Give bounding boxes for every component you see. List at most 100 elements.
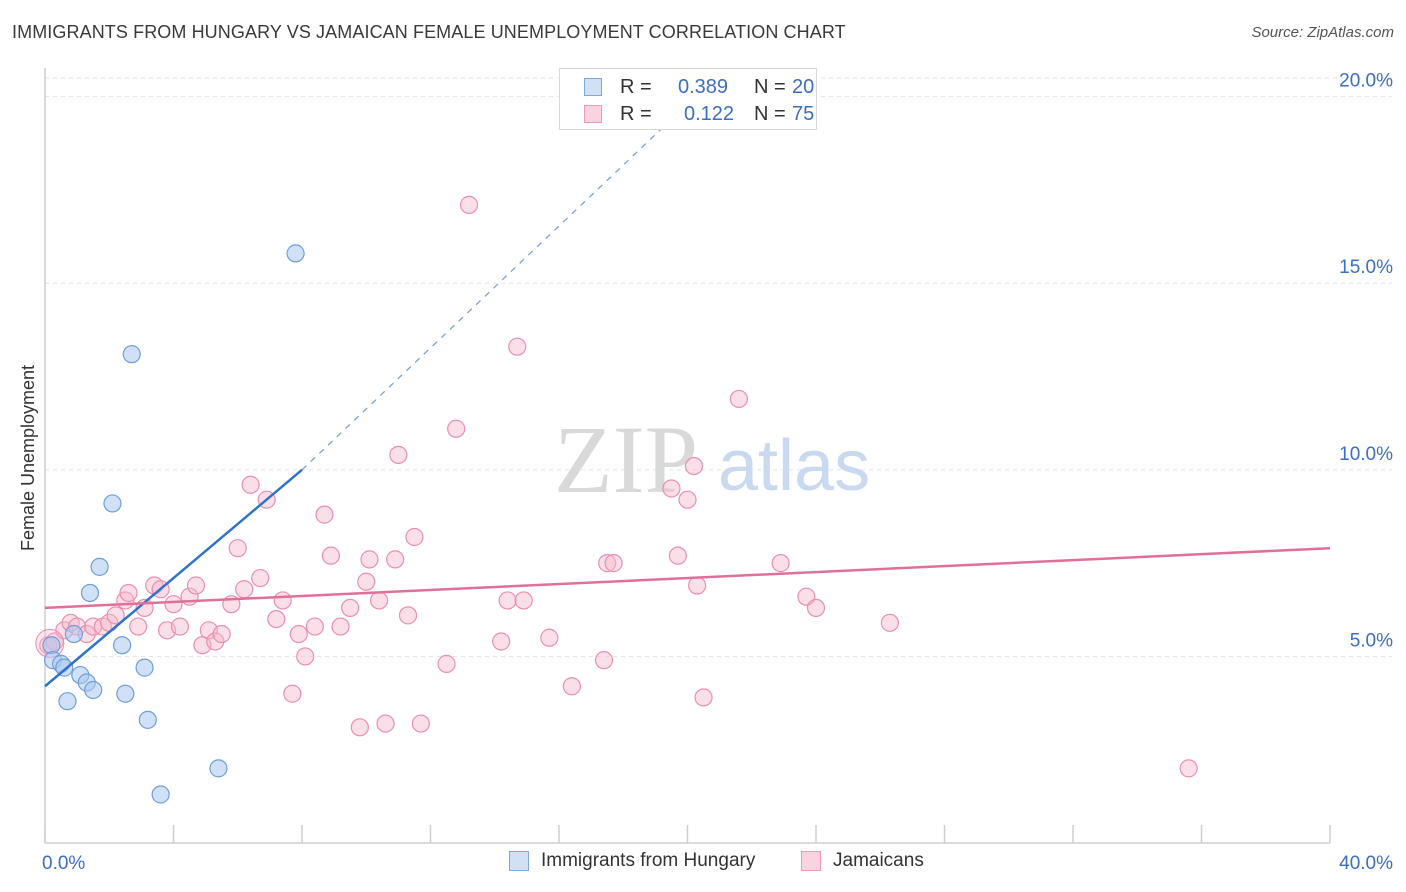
axes xyxy=(44,68,1331,844)
data-point-hungary xyxy=(151,785,170,804)
data-point-jamaicans xyxy=(604,554,623,573)
chart-source: Source: ZipAtlas.com xyxy=(1251,24,1394,41)
data-point-jamaicans xyxy=(350,718,369,737)
data-point-jamaicans xyxy=(341,598,360,618)
data-point-hungary xyxy=(58,692,77,711)
stat-n-value: 75 xyxy=(792,102,815,125)
data-point-jamaicans xyxy=(235,580,254,599)
data-point-jamaicans xyxy=(251,568,270,588)
data-point-jamaicans xyxy=(492,632,511,651)
data-point-jamaicans xyxy=(370,591,389,610)
data-point-jamaicans xyxy=(806,598,826,618)
data-point-jamaicans xyxy=(206,632,225,651)
data-point-jamaicans xyxy=(170,617,190,636)
data-point-jamaicans xyxy=(678,490,697,509)
stat-r-value: 0.122 xyxy=(684,102,735,125)
data-point-hungary xyxy=(112,636,132,655)
data-point-hungary xyxy=(42,636,61,655)
data-point-jamaicans xyxy=(119,583,138,603)
data-point-jamaicans xyxy=(688,576,707,595)
data-point-jamaicans xyxy=(305,617,324,636)
stat-r-value: 0.389 xyxy=(678,75,729,98)
watermark: ZIP atlas xyxy=(554,406,870,513)
data-point-hungary xyxy=(64,624,84,644)
data-point-jamaicans xyxy=(771,554,790,573)
data-point-hungary xyxy=(286,244,305,263)
data-point-hungary xyxy=(84,680,103,700)
data-point-hungary xyxy=(116,684,135,703)
stat-n-label: N = xyxy=(754,102,786,125)
data-point-jamaicans xyxy=(562,677,581,696)
data-point-jamaicans xyxy=(331,617,350,636)
data-point-jamaicans xyxy=(540,628,559,647)
watermark-atlas: atlas xyxy=(718,426,870,506)
data-point-jamaicans xyxy=(273,591,292,610)
data-point-jamaicans xyxy=(106,606,125,625)
data-point-jamaicans xyxy=(1179,759,1198,778)
trend-line-hungary-extension xyxy=(301,103,688,471)
data-point-jamaicans xyxy=(514,591,533,610)
data-point-hungary xyxy=(80,583,100,603)
chart-title: IMMIGRANTS FROM HUNGARY VS JAMAICAN FEMA… xyxy=(12,22,846,42)
legend-label-jamaicans: Jamaicans xyxy=(833,850,924,871)
data-point-jamaicans xyxy=(296,647,315,666)
data-point-jamaicans xyxy=(668,546,687,565)
data-point-jamaicans xyxy=(594,651,614,670)
chart-legend: Immigrants from Hungary Jamaicans xyxy=(0,850,1406,878)
data-point-jamaicans xyxy=(164,595,183,614)
data-point-jamaicans xyxy=(684,456,704,476)
series-hungary xyxy=(42,244,305,804)
data-point-jamaicans xyxy=(186,576,206,595)
stat-n-value: 20 xyxy=(792,75,815,98)
trend-line-hungary xyxy=(44,468,303,688)
y-axis-label: Female Unemployment xyxy=(18,365,38,551)
stat-swatch-hungary xyxy=(584,78,602,96)
y-tick-label: 10.0% xyxy=(1339,444,1393,465)
data-point-jamaicans xyxy=(321,546,341,565)
data-point-jamaicans xyxy=(360,550,379,569)
data-point-jamaicans xyxy=(880,613,899,632)
trend-line-jamaicans xyxy=(44,546,1331,610)
tick-labels: 5.0% 10.0% 15.0% 20.0% 0.0% 40.0% xyxy=(42,71,1393,874)
stat-swatch-jamaica xyxy=(584,105,602,123)
data-point-jamaicans xyxy=(729,389,749,409)
data-point-jamaicans xyxy=(376,714,395,733)
trend-lines xyxy=(44,103,1331,688)
data-point-jamaicans xyxy=(411,714,430,733)
data-point-jamaicans xyxy=(662,479,681,498)
data-point-jamaicans xyxy=(508,337,527,356)
data-point-hungary xyxy=(103,494,122,513)
data-point-hungary xyxy=(55,658,74,677)
data-point-jamaicans xyxy=(289,624,308,644)
data-point-jamaicans xyxy=(212,624,231,644)
stat-r-label: R = xyxy=(620,75,652,98)
legend-swatch-jamaicans xyxy=(801,851,821,871)
data-point-hungary xyxy=(122,345,141,364)
legend-swatch-hungary xyxy=(509,851,529,871)
data-point-jamaicans xyxy=(267,609,286,629)
data-point-jamaicans xyxy=(447,419,466,438)
data-point-hungary xyxy=(90,557,109,576)
data-point-jamaicans xyxy=(459,195,479,214)
data-point-jamaicans xyxy=(389,445,408,465)
stat-r-label: R = xyxy=(620,102,652,125)
y-tick-label: 20.0% xyxy=(1339,71,1393,92)
y-tick-label: 5.0% xyxy=(1350,630,1393,651)
data-point-jamaicans xyxy=(437,654,456,673)
x-tick-label: 40.0% xyxy=(1339,853,1393,874)
data-point-jamaicans xyxy=(694,688,713,707)
data-point-jamaicans xyxy=(283,684,302,703)
data-point-jamaicans xyxy=(498,591,517,610)
data-point-jamaicans xyxy=(357,572,376,591)
y-tick-label: 15.0% xyxy=(1339,257,1393,278)
legend-item-jamaicans[interactable]: Jamaicans xyxy=(801,850,924,872)
legend-item-hungary[interactable]: Immigrants from Hungary xyxy=(509,850,755,872)
x-tick-label: 0.0% xyxy=(42,853,85,874)
grid-lines xyxy=(45,77,1392,657)
data-point-jamaicans xyxy=(129,617,148,636)
data-point-jamaicans xyxy=(315,505,334,524)
legend-label-hungary: Immigrants from Hungary xyxy=(541,850,756,871)
data-point-hungary xyxy=(135,658,154,677)
correlation-stats-box: R = 0.389 N = 20 R = 0.122 N = 75 xyxy=(559,68,817,130)
